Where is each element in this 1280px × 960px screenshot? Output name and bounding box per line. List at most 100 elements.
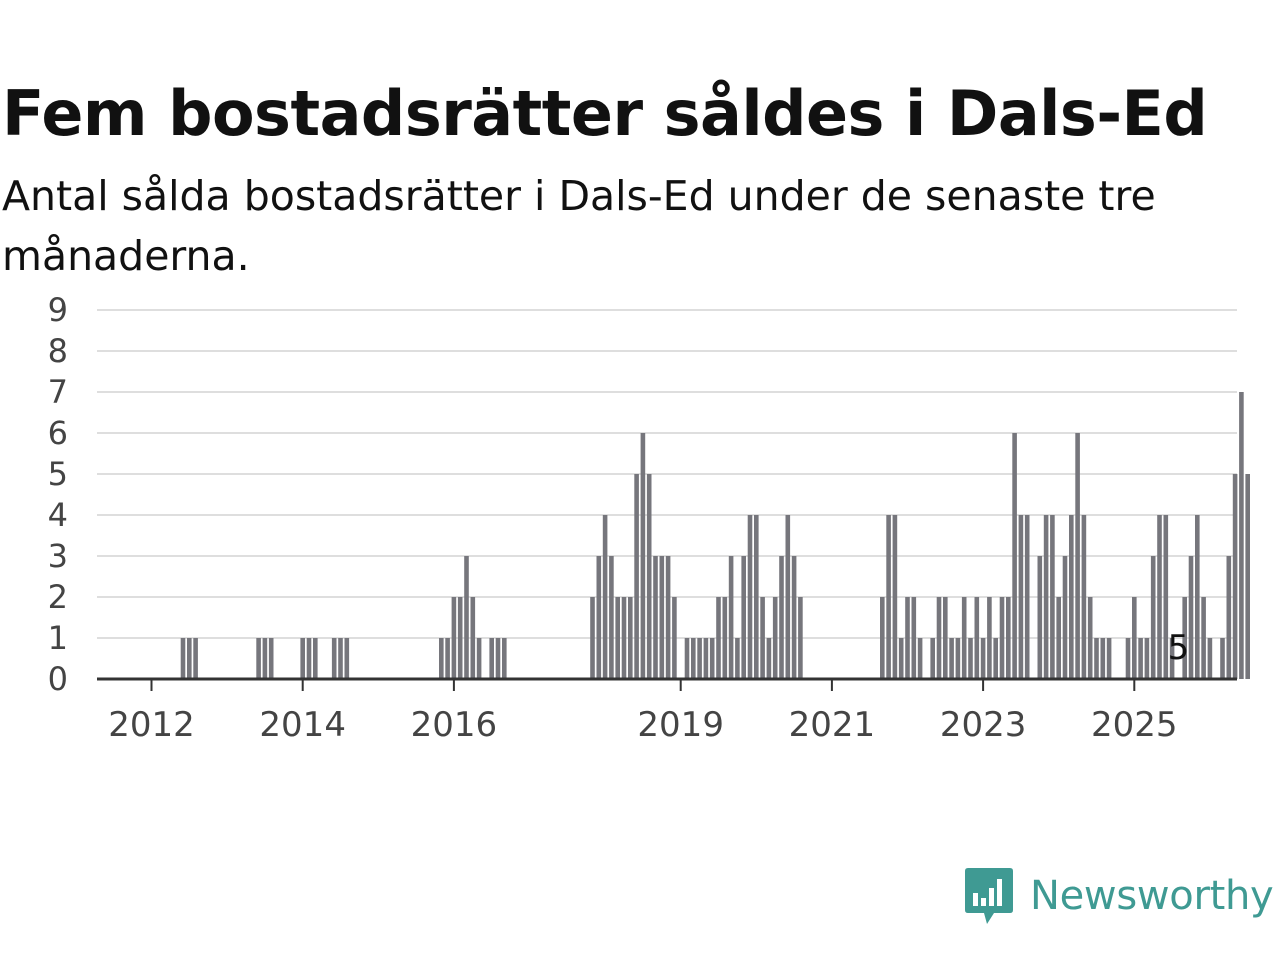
bar [590, 597, 595, 679]
chart-subtitle: Antal sålda bostadsrätter i Dals-Ed unde… [2, 172, 1156, 280]
bar [464, 556, 469, 679]
annotations: 5 [1168, 628, 1190, 668]
bar [1087, 597, 1093, 679]
bar [502, 638, 507, 679]
x-axis-ticks: 2012 2014 2016 2019 2021 2023 2025 [108, 679, 1178, 745]
grid-lines [97, 309, 1237, 639]
chart-title: Fem bostadsrätter såldes i Dals-Ed [2, 76, 1208, 150]
bar [621, 597, 627, 679]
y-tick-label: 7 [48, 373, 68, 411]
bar [1081, 515, 1087, 679]
bar [980, 638, 986, 679]
bar [665, 556, 671, 679]
y-tick-label: 9 [48, 291, 68, 329]
bar [615, 597, 620, 679]
x-tick-label: 2025 [1091, 705, 1178, 745]
bar [1232, 474, 1238, 679]
bar [1182, 597, 1187, 679]
bar [1150, 556, 1156, 679]
y-tick-label: 3 [48, 537, 68, 575]
bar [1226, 556, 1232, 679]
bar [968, 638, 973, 679]
bar [602, 515, 608, 679]
bar [754, 515, 759, 679]
bar [1018, 515, 1024, 679]
x-tick-label: 2012 [108, 705, 195, 745]
bar [1188, 556, 1194, 679]
bar [1062, 556, 1068, 679]
bar [609, 556, 614, 679]
bar [722, 597, 728, 679]
bar [1195, 515, 1200, 679]
y-tick-label: 0 [48, 660, 68, 698]
x-tick-label: 2016 [411, 705, 498, 745]
bar [917, 638, 923, 679]
bar [760, 597, 765, 679]
bar [1163, 515, 1169, 679]
x-tick-label: 2021 [789, 705, 876, 745]
y-tick-label: 8 [48, 332, 68, 370]
y-tick-label: 6 [48, 414, 68, 452]
bar [1207, 638, 1213, 679]
x-tick-label: 2014 [259, 705, 346, 745]
bar [930, 638, 935, 679]
bar [892, 515, 898, 679]
bar [256, 638, 261, 679]
bar [640, 433, 646, 679]
highlight-value-label: 5 [1168, 628, 1190, 668]
bar [974, 597, 980, 679]
bar [495, 638, 501, 679]
bar [961, 597, 967, 679]
bar [634, 474, 639, 679]
bar [1169, 638, 1175, 679]
brand-logo: Newsworthy [964, 864, 1274, 928]
y-tick-label: 4 [48, 496, 68, 534]
bar [659, 556, 665, 679]
bar [180, 638, 186, 679]
x-tick-label: 2023 [940, 705, 1027, 745]
bar [766, 638, 772, 679]
bar [1043, 515, 1049, 679]
bar [709, 638, 715, 679]
bar [1245, 474, 1250, 679]
bar [596, 556, 602, 679]
bar [886, 515, 891, 679]
bar [691, 638, 696, 679]
bar [1024, 515, 1030, 679]
bar [999, 597, 1005, 679]
bar [193, 638, 198, 679]
bar [187, 638, 192, 679]
bar [653, 556, 658, 679]
bar [439, 638, 444, 679]
bars [180, 392, 1250, 679]
bar [772, 597, 778, 679]
bar [880, 597, 885, 679]
bar [1056, 597, 1061, 679]
bar [313, 638, 318, 679]
bar [1144, 638, 1150, 679]
bar [728, 556, 734, 679]
bar [1012, 433, 1017, 679]
bar [735, 638, 740, 679]
bar [470, 597, 476, 679]
bar [262, 638, 268, 679]
bar [1220, 638, 1225, 679]
newsworthy-chart-logo-icon [965, 868, 1013, 924]
bar [987, 597, 992, 679]
bar [936, 597, 942, 679]
bar [1050, 515, 1055, 679]
bar [306, 638, 312, 679]
bar [451, 597, 457, 679]
y-tick-label: 1 [48, 619, 68, 657]
bar [646, 474, 652, 679]
x-tick-label: 2019 [637, 705, 724, 745]
bar [955, 638, 961, 679]
bar [747, 515, 753, 679]
bar [697, 638, 702, 679]
bar [489, 638, 494, 679]
bar [905, 597, 910, 679]
bar [628, 597, 633, 679]
bar [1075, 433, 1080, 679]
